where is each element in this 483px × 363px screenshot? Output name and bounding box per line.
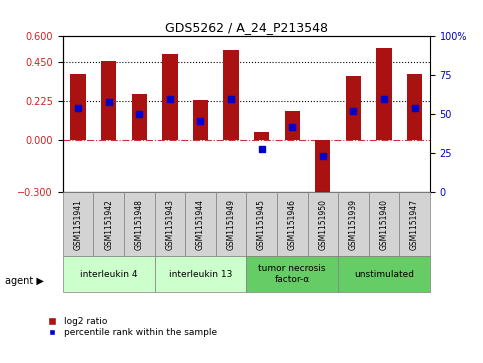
- FancyBboxPatch shape: [155, 256, 246, 292]
- Legend: log2 ratio, percentile rank within the sample: log2 ratio, percentile rank within the s…: [43, 317, 217, 337]
- Text: GSM1151949: GSM1151949: [227, 199, 236, 250]
- FancyBboxPatch shape: [93, 192, 124, 256]
- Bar: [223, 50, 239, 140]
- Text: GSM1151942: GSM1151942: [104, 199, 113, 250]
- Bar: [346, 76, 361, 140]
- Bar: [407, 74, 422, 140]
- Text: GSM1151946: GSM1151946: [288, 199, 297, 250]
- Bar: [315, 140, 330, 196]
- Text: GSM1151941: GSM1151941: [73, 199, 83, 250]
- Text: GSM1151950: GSM1151950: [318, 199, 327, 250]
- Text: GSM1151945: GSM1151945: [257, 199, 266, 250]
- Text: GSM1151944: GSM1151944: [196, 199, 205, 250]
- FancyBboxPatch shape: [246, 192, 277, 256]
- FancyBboxPatch shape: [124, 192, 155, 256]
- Text: GSM1151940: GSM1151940: [380, 199, 388, 250]
- FancyBboxPatch shape: [246, 256, 338, 292]
- Bar: [162, 54, 177, 140]
- Text: GSM1151943: GSM1151943: [165, 199, 174, 250]
- Bar: [376, 48, 392, 140]
- FancyBboxPatch shape: [277, 192, 308, 256]
- Text: interleukin 13: interleukin 13: [169, 270, 232, 278]
- FancyBboxPatch shape: [308, 192, 338, 256]
- Text: unstimulated: unstimulated: [354, 270, 414, 278]
- FancyBboxPatch shape: [216, 192, 246, 256]
- Text: interleukin 4: interleukin 4: [80, 270, 138, 278]
- FancyBboxPatch shape: [63, 192, 93, 256]
- FancyBboxPatch shape: [399, 192, 430, 256]
- Bar: [193, 101, 208, 140]
- FancyBboxPatch shape: [338, 256, 430, 292]
- Bar: [254, 132, 270, 140]
- Bar: [101, 61, 116, 140]
- Bar: [71, 74, 86, 140]
- FancyBboxPatch shape: [369, 192, 399, 256]
- Text: GSM1151939: GSM1151939: [349, 199, 358, 250]
- Text: GSM1151947: GSM1151947: [410, 199, 419, 250]
- Text: tumor necrosis
factor-α: tumor necrosis factor-α: [258, 264, 326, 284]
- FancyBboxPatch shape: [185, 192, 216, 256]
- FancyBboxPatch shape: [63, 256, 155, 292]
- Bar: [284, 111, 300, 140]
- Title: GDS5262 / A_24_P213548: GDS5262 / A_24_P213548: [165, 21, 328, 34]
- Bar: [131, 94, 147, 140]
- FancyBboxPatch shape: [338, 192, 369, 256]
- Text: agent ▶: agent ▶: [5, 276, 43, 286]
- FancyBboxPatch shape: [155, 192, 185, 256]
- Text: GSM1151948: GSM1151948: [135, 199, 144, 250]
